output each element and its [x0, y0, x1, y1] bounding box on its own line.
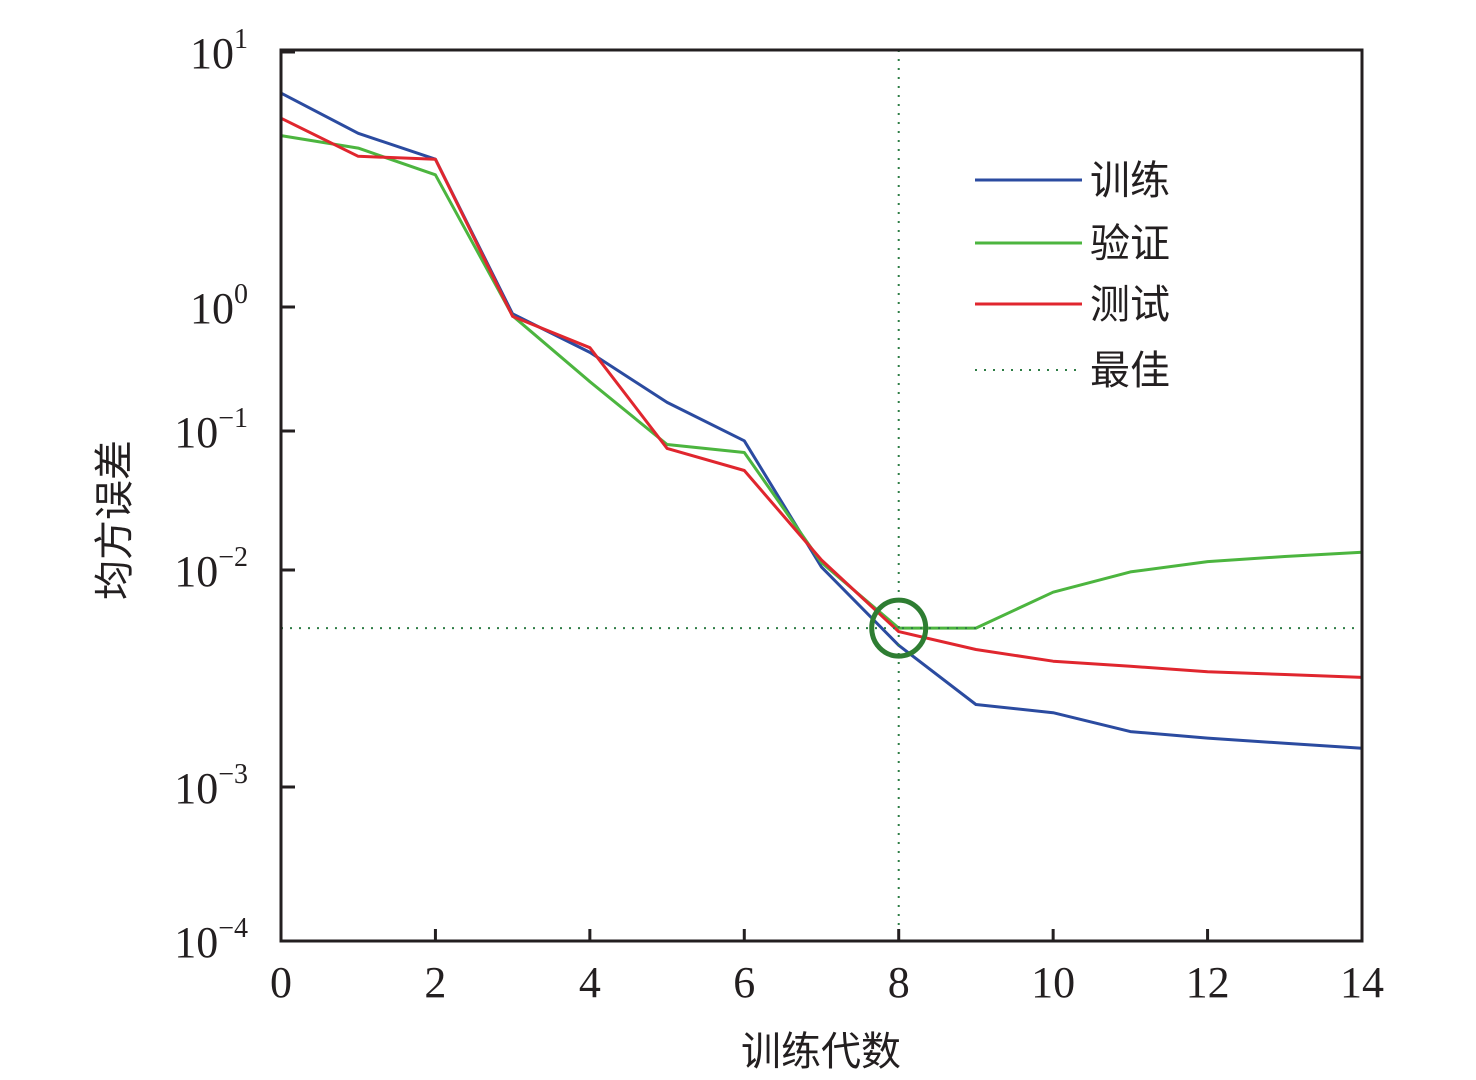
legend-label: 验证	[1090, 221, 1170, 267]
legend-label: 训练	[1090, 158, 1170, 204]
y-tick-label: 10−2	[174, 542, 248, 596]
series-line-1	[280, 134, 1363, 630]
legend-item-3: 最佳	[975, 348, 1170, 394]
x-tick-label: 10	[1031, 958, 1075, 1007]
x-tick-label: 4	[579, 958, 601, 1007]
x-tick-label: 8	[888, 958, 910, 1007]
y-tick-label: 10−3	[174, 759, 248, 813]
x-axis: 0 2 4 6 8 10 12 14	[270, 929, 1384, 1007]
x-tick-label: 6	[733, 958, 755, 1007]
y-tick-label: 100	[190, 279, 248, 333]
legend-label: 测试	[1090, 282, 1170, 328]
x-tick-label: 12	[1186, 958, 1230, 1007]
legend-item-2: 测试	[975, 282, 1170, 328]
series-layer	[280, 91, 1363, 750]
y-tick-label: 10−4	[174, 913, 248, 967]
x-axis-title: 训练代数	[741, 1029, 901, 1075]
legend-item-1: 验证	[975, 221, 1170, 267]
legend-label: 最佳	[1090, 348, 1170, 394]
x-tick-label: 2	[424, 958, 446, 1007]
series-line-2	[280, 116, 1363, 679]
best-marker-layer	[281, 50, 1362, 941]
y-tick-label: 10−1	[174, 403, 248, 457]
x-tick-label: 14	[1340, 958, 1384, 1007]
x-tick-label: 0	[270, 958, 292, 1007]
legend-item-0: 训练	[975, 158, 1170, 204]
y-axis-title: 均方误差	[92, 440, 138, 600]
plot-frame	[279, 48, 1364, 943]
best-marker-circle-icon	[869, 597, 929, 659]
y-tick-label: 101	[190, 24, 248, 78]
y-axis: 101 100 10−1 10−2 10−3 10−4	[174, 24, 295, 967]
